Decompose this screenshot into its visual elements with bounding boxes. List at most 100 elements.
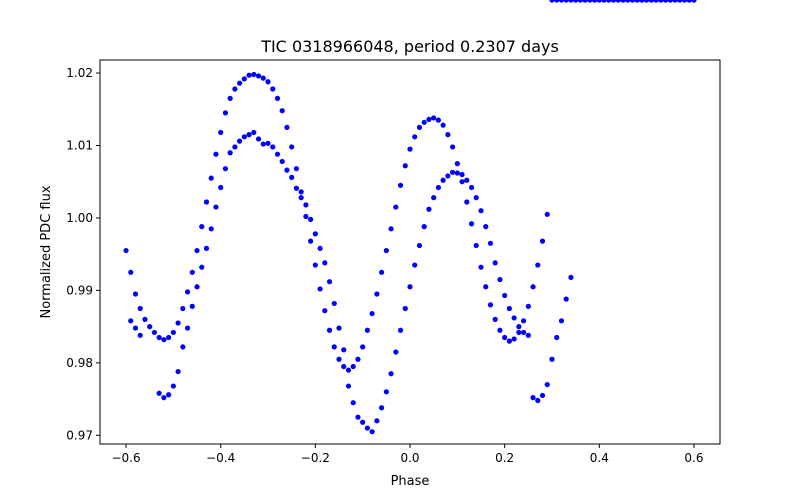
data-point-s0-54 [379,269,385,275]
data-point-s1-39 [326,279,333,285]
data-point-s1-22 [246,132,252,138]
data-point-s0-61 [412,134,418,140]
data-point-s0-85 [525,303,531,309]
data-point-s0-33 [279,108,285,114]
data-point-s1-35 [308,216,314,222]
y-tick-label: 1.00 [66,211,93,225]
data-point-s0-71 [459,179,465,185]
data-point-s0-92 [558,0,565,3]
data-point-s1-115 [686,0,692,3]
data-point-s1-60 [426,206,432,212]
data-point-s1-31 [289,174,295,180]
data-point-s1-10 [189,303,195,309]
data-point-s0-13 [184,289,191,295]
data-point-s1-25 [260,141,266,147]
data-point-s0-87 [535,262,541,268]
data-point-s0-69 [450,144,456,150]
data-point-s1-55 [402,305,408,312]
data-point-s0-31 [270,86,276,92]
data-point-s1-63 [440,177,446,183]
data-point-s1-96 [596,0,602,3]
data-point-s1-36 [312,231,318,237]
data-point-s1-107 [648,0,654,3]
data-point-s0-64 [426,116,432,123]
y-tick-label: 0.97 [66,428,93,442]
data-point-s1-65 [450,169,456,175]
data-point-s1-99 [610,0,617,3]
data-point-s1-79 [516,324,522,330]
data-point-s1-29 [279,158,285,165]
data-point-s0-3 [137,305,143,312]
data-point-s0-72 [464,199,470,205]
data-point-s0-29 [260,75,266,81]
data-point-s1-110 [662,0,669,3]
data-point-s1-48 [369,429,375,435]
data-point-s1-21 [241,134,247,140]
data-point-s0-44 [331,344,337,350]
data-point-s1-38 [322,260,328,266]
data-point-s0-21 [222,110,229,116]
data-point-s1-116 [691,0,697,3]
data-point-s0-55 [383,247,389,254]
data-point-s1-34 [303,202,309,208]
data-point-s1-18 [227,150,233,156]
data-point-s0-10 [170,329,176,336]
data-point-s1-74 [492,260,498,266]
data-point-s0-28 [255,73,262,79]
data-point-s1-113 [677,0,683,3]
x-tick-label: −0.6 [111,451,140,465]
data-point-s0-41 [317,286,323,292]
data-point-s0-9 [166,334,172,341]
data-point-s0-59 [402,163,408,169]
data-point-s0-47 [345,367,352,373]
data-point-s0-23 [232,86,238,92]
data-point-s0-66 [435,117,441,123]
data-point-s0-62 [416,124,423,130]
data-point-s0-34 [284,124,290,130]
data-point-s0-91 [554,0,560,3]
data-point-s1-57 [412,262,418,268]
chart-title: TIC 0318966048, period 0.2307 days [260,37,559,56]
data-point-s1-50 [379,405,385,411]
data-point-s1-75 [497,276,503,283]
x-tick-label: 0.0 [400,451,419,465]
data-point-s1-89 [563,296,569,302]
data-point-s0-16 [199,224,205,230]
data-point-s1-94 [587,0,593,3]
data-point-s1-83 [535,397,541,404]
data-point-s1-82 [530,395,536,401]
data-point-s1-80 [520,329,527,336]
data-point-s1-85 [544,381,550,388]
data-point-s0-7 [156,334,162,341]
data-point-s0-49 [355,356,361,362]
data-point-s0-57 [393,204,399,210]
data-point-s1-77 [506,305,512,312]
data-point-s1-51 [383,389,389,395]
y-tick-label: 0.98 [66,356,93,370]
data-point-s0-81 [506,338,512,344]
data-point-s1-37 [317,245,323,251]
data-point-s1-41 [336,325,342,331]
data-point-s0-51 [364,327,370,333]
data-point-s1-98 [606,0,612,3]
data-point-s1-56 [407,284,413,290]
data-point-s0-60 [407,146,413,152]
data-point-s1-71 [478,208,484,214]
data-point-s0-0 [123,247,129,254]
y-tick-label: 1.02 [66,66,93,80]
data-point-s1-102 [625,0,631,3]
data-point-s0-53 [374,291,380,297]
data-point-s1-28 [274,151,281,157]
data-point-s0-26 [246,72,252,78]
data-point-s1-30 [284,167,290,173]
data-point-s1-44 [350,400,356,406]
data-point-s1-9 [184,325,191,331]
y-axis-label: Normalized PDC flux [39,185,54,318]
data-point-s0-18 [208,175,214,181]
y-axis-ticks: 0.97 0.98 0.99 1.00 1.01 1.02 [66,66,100,442]
data-point-s1-66 [454,170,460,176]
data-point-s1-54 [397,327,404,333]
data-point-s1-103 [629,0,636,3]
data-point-s0-35 [289,144,295,150]
data-point-s0-80 [502,334,508,341]
